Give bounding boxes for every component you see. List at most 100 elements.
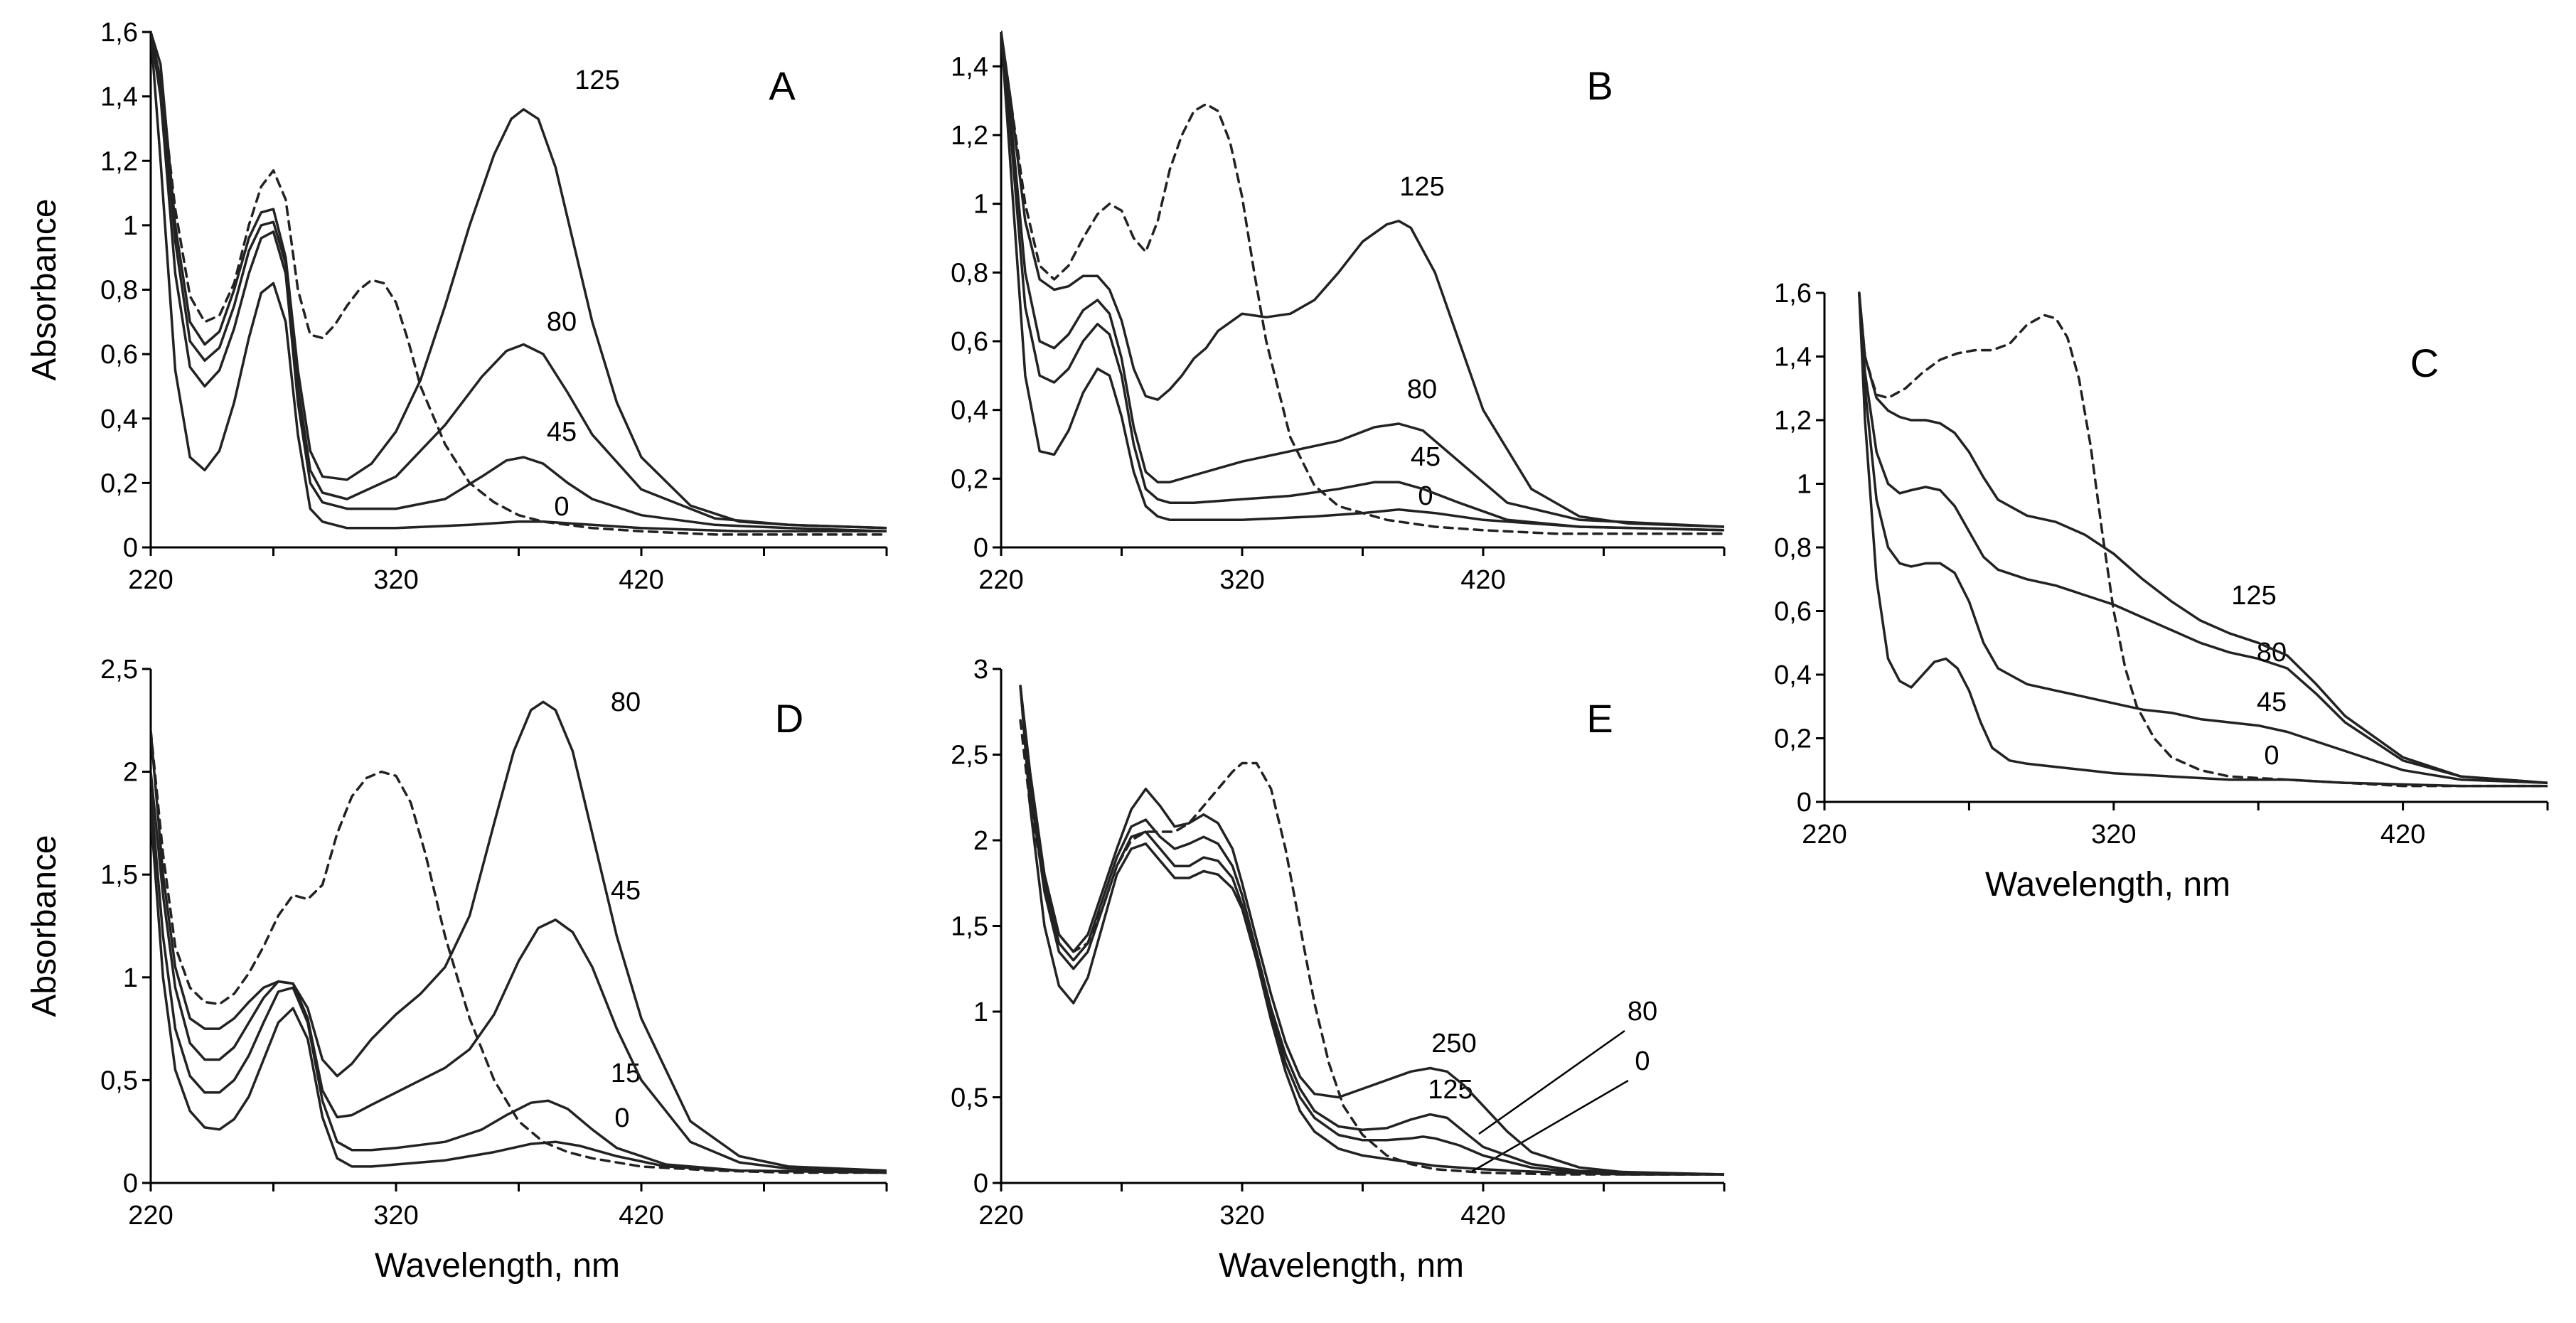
y-tick-label: 0 <box>973 533 988 563</box>
series-line-0 <box>1858 291 2548 788</box>
x-axis-title: Wavelength, nm <box>1219 1247 1464 1285</box>
series-label: 125 <box>1428 1075 1473 1105</box>
y-tick-label: 1,6 <box>100 18 138 48</box>
series-label: 80 <box>547 307 577 337</box>
series-line-125 <box>1019 685 1724 1176</box>
y-tick-label: 0,4 <box>1774 660 1812 690</box>
series-line-0 <box>1001 31 1724 532</box>
x-tick-label: 220 <box>1802 820 1847 850</box>
y-tick-label: 0 <box>123 1169 138 1199</box>
x-tick-label: 220 <box>128 1201 173 1231</box>
series-line-125 <box>1858 291 2548 784</box>
x-tick-label: 320 <box>2091 820 2136 850</box>
panel-label: A <box>769 63 796 108</box>
x-tick-label: 420 <box>1460 565 1505 595</box>
label-leader-line <box>1478 1029 1625 1135</box>
y-tick-label: 1 <box>123 211 138 241</box>
x-tick-label: 320 <box>373 1201 418 1231</box>
y-tick-label: 0,2 <box>951 464 988 494</box>
panel-label: B <box>1586 63 1613 108</box>
y-tick-label: 0,6 <box>951 327 988 357</box>
series-label: 125 <box>2231 581 2276 611</box>
y-tick-label: 1 <box>973 997 988 1027</box>
series-line-80 <box>151 700 887 1172</box>
series-line-80 <box>1019 685 1724 1176</box>
series-label: 15 <box>611 1059 641 1088</box>
y-tick-label: 0,5 <box>100 1066 138 1096</box>
y-axis-title: Absorbance <box>26 835 63 1017</box>
y-tick-label: 1,2 <box>100 146 138 176</box>
x-tick-label: 420 <box>2380 820 2425 850</box>
panel-label: E <box>1586 696 1613 741</box>
x-tick-label: 420 <box>619 1201 663 1231</box>
x-tick-label: 220 <box>978 565 1023 595</box>
y-tick-label: 0,4 <box>951 396 988 426</box>
series-line-0 <box>151 811 887 1174</box>
y-axis-title: Absorbance <box>26 198 63 380</box>
series-label: 45 <box>611 876 641 906</box>
y-tick-label: 2 <box>123 758 138 788</box>
series-line-45 <box>151 770 887 1174</box>
y-tick-label: 0,4 <box>100 405 138 434</box>
y-tick-label: 0,2 <box>100 468 138 498</box>
y-tick-label: 0,8 <box>100 276 138 306</box>
x-axis-title: Wavelength, nm <box>1985 866 2230 904</box>
x-tick-label: 220 <box>128 565 173 595</box>
series-line-0 <box>151 31 887 533</box>
y-tick-label: 1,4 <box>1774 343 1812 373</box>
y-tick-label: 3 <box>973 655 988 685</box>
y-tick-label: 1,6 <box>1774 279 1812 309</box>
y-tick-label: 2,5 <box>100 655 138 685</box>
series-label: 125 <box>1399 172 1444 202</box>
series-line-80 <box>1001 31 1724 528</box>
series-line-0 <box>1019 685 1724 1176</box>
y-tick-label: 1,4 <box>100 82 138 112</box>
y-tick-label: 0,8 <box>951 258 988 288</box>
panel-c: 0 0,2 0,4 0,6 0,8 1 1,2 1,4 1,6 220 320 420 Waveleng… <box>1774 279 2549 904</box>
series-label: 125 <box>574 65 619 95</box>
panel-label: D <box>775 696 803 741</box>
x-axis-title: Wavelength, nm <box>375 1247 620 1285</box>
label-leader-line <box>1471 1079 1629 1173</box>
y-tick-label: 0 <box>123 533 138 563</box>
series-line-250 <box>1019 685 1724 1176</box>
series-line-80 <box>151 31 887 530</box>
series-line-15 <box>151 791 887 1174</box>
series-label: 80 <box>1628 997 1657 1027</box>
series-label: 0 <box>1635 1046 1650 1076</box>
y-tick-label: 1,4 <box>951 52 988 82</box>
series-line-dashed <box>1858 291 2548 788</box>
series-line-dashed <box>1019 719 1724 1176</box>
series-label: 80 <box>1407 375 1437 405</box>
y-tick-label: 1,2 <box>951 121 988 151</box>
series-label: 0 <box>614 1103 629 1133</box>
series-line-45 <box>1001 31 1724 532</box>
series-label: 0 <box>554 492 569 522</box>
y-tick-label: 0,8 <box>1774 533 1812 563</box>
y-tick-label: 0,5 <box>951 1083 988 1113</box>
y-tick-label: 0,2 <box>1774 724 1812 754</box>
series-label: 45 <box>2257 687 2287 717</box>
y-tick-label: 0 <box>1797 788 1812 818</box>
x-tick-label: 420 <box>1460 1201 1505 1231</box>
panel-e: 0 0,5 1 1,5 2 2,5 3 220 320 420 Wavelength, nm E 0 80… <box>951 655 1726 1285</box>
x-tick-label: 420 <box>619 565 663 595</box>
y-tick-label: 2,5 <box>951 741 988 771</box>
series-label: 45 <box>1411 442 1441 472</box>
panel-d: 0 0,5 1 1,5 2 2,5 220 320 420 Absorbance Wavelengt… <box>26 655 888 1285</box>
series-label: 0 <box>1418 481 1433 511</box>
x-tick-label: 220 <box>978 1201 1023 1231</box>
series-line-45 <box>1858 291 2548 784</box>
series-line-125 <box>151 31 887 530</box>
series-label: 80 <box>611 687 641 717</box>
series-label: 250 <box>1431 1029 1476 1059</box>
series-line-125 <box>1001 31 1724 528</box>
y-tick-label: 0,6 <box>100 340 138 370</box>
y-tick-label: 1 <box>973 190 988 220</box>
y-tick-label: 0 <box>973 1169 988 1199</box>
y-tick-label: 1,5 <box>951 912 988 942</box>
y-tick-label: 1,5 <box>100 860 138 890</box>
panel-b: 0 0,2 0,4 0,6 0,8 1 1,2 1,4 220 320 420 B 0 45 80 125 <box>951 31 1726 595</box>
series-line-80 <box>1858 291 2548 784</box>
series-line-dashed <box>151 729 887 1174</box>
